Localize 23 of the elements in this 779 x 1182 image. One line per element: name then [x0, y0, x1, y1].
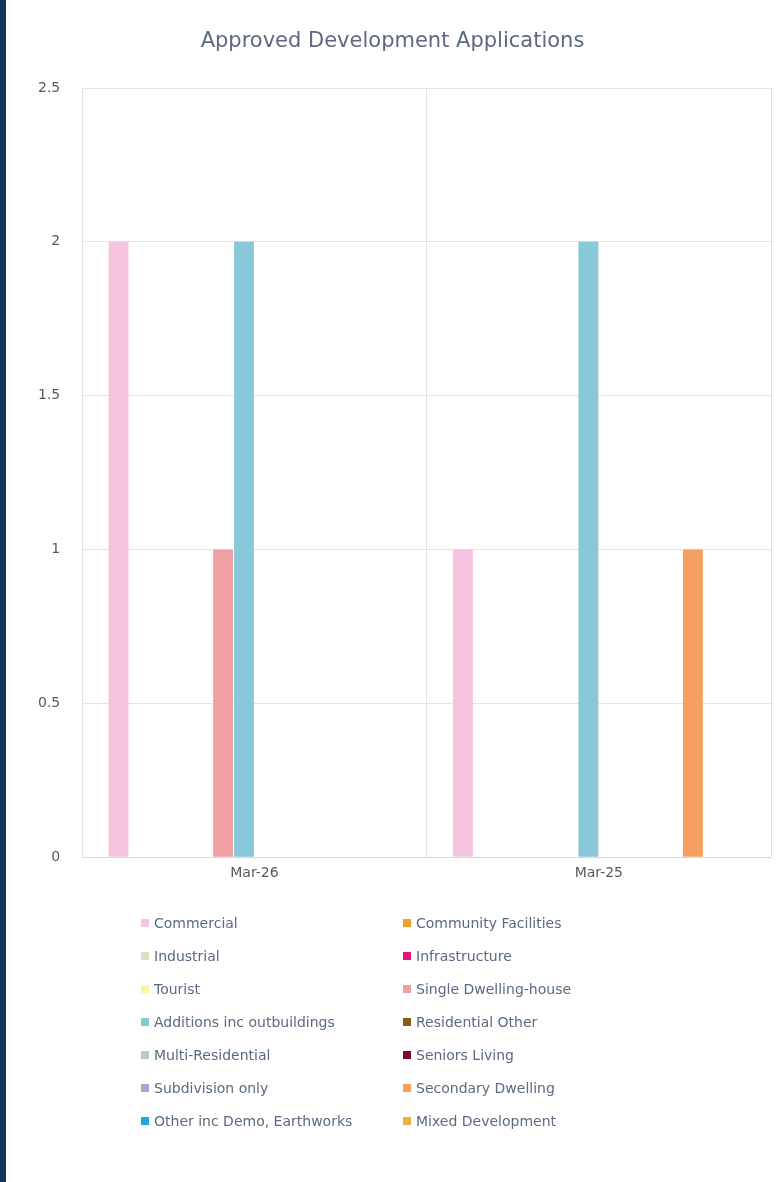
- y-tick-label: 2.5: [38, 78, 61, 95]
- y-tick-label: 1: [51, 540, 61, 557]
- y-tick-label: 1.5: [38, 386, 61, 403]
- legend-label: Other inc Demo, Earthworks: [154, 1113, 353, 1129]
- legend-label: Seniors Living: [416, 1047, 514, 1063]
- legend-label: Tourist: [154, 981, 201, 997]
- legend-label: Subdivision only: [154, 1080, 269, 1096]
- legend-label: Additions inc outbuildings: [154, 1014, 335, 1030]
- chart-title: Approved Development Applications: [199, 28, 586, 52]
- legend-label: Mixed Development: [416, 1113, 557, 1129]
- legend-label: Secondary Dwelling: [416, 1080, 555, 1096]
- legend-label: Commercial: [154, 915, 238, 931]
- legend-label: Infrastructure: [416, 948, 512, 964]
- legend-label: Multi-Residential: [154, 1047, 271, 1063]
- x-tick-label: Mar-26: [230, 864, 279, 881]
- y-tick-label: 0.5: [38, 694, 61, 710]
- legend-label: Single Dwelling-house: [416, 981, 572, 997]
- legend-label: Industrial: [154, 948, 220, 964]
- y-tick-label: 0: [51, 847, 61, 864]
- y-tick-label: 2: [51, 232, 61, 249]
- legend-label: Community Facilities: [416, 915, 562, 931]
- x-tick-label: Mar-25: [574, 864, 624, 881]
- legend-label: Residential Other: [416, 1014, 538, 1030]
